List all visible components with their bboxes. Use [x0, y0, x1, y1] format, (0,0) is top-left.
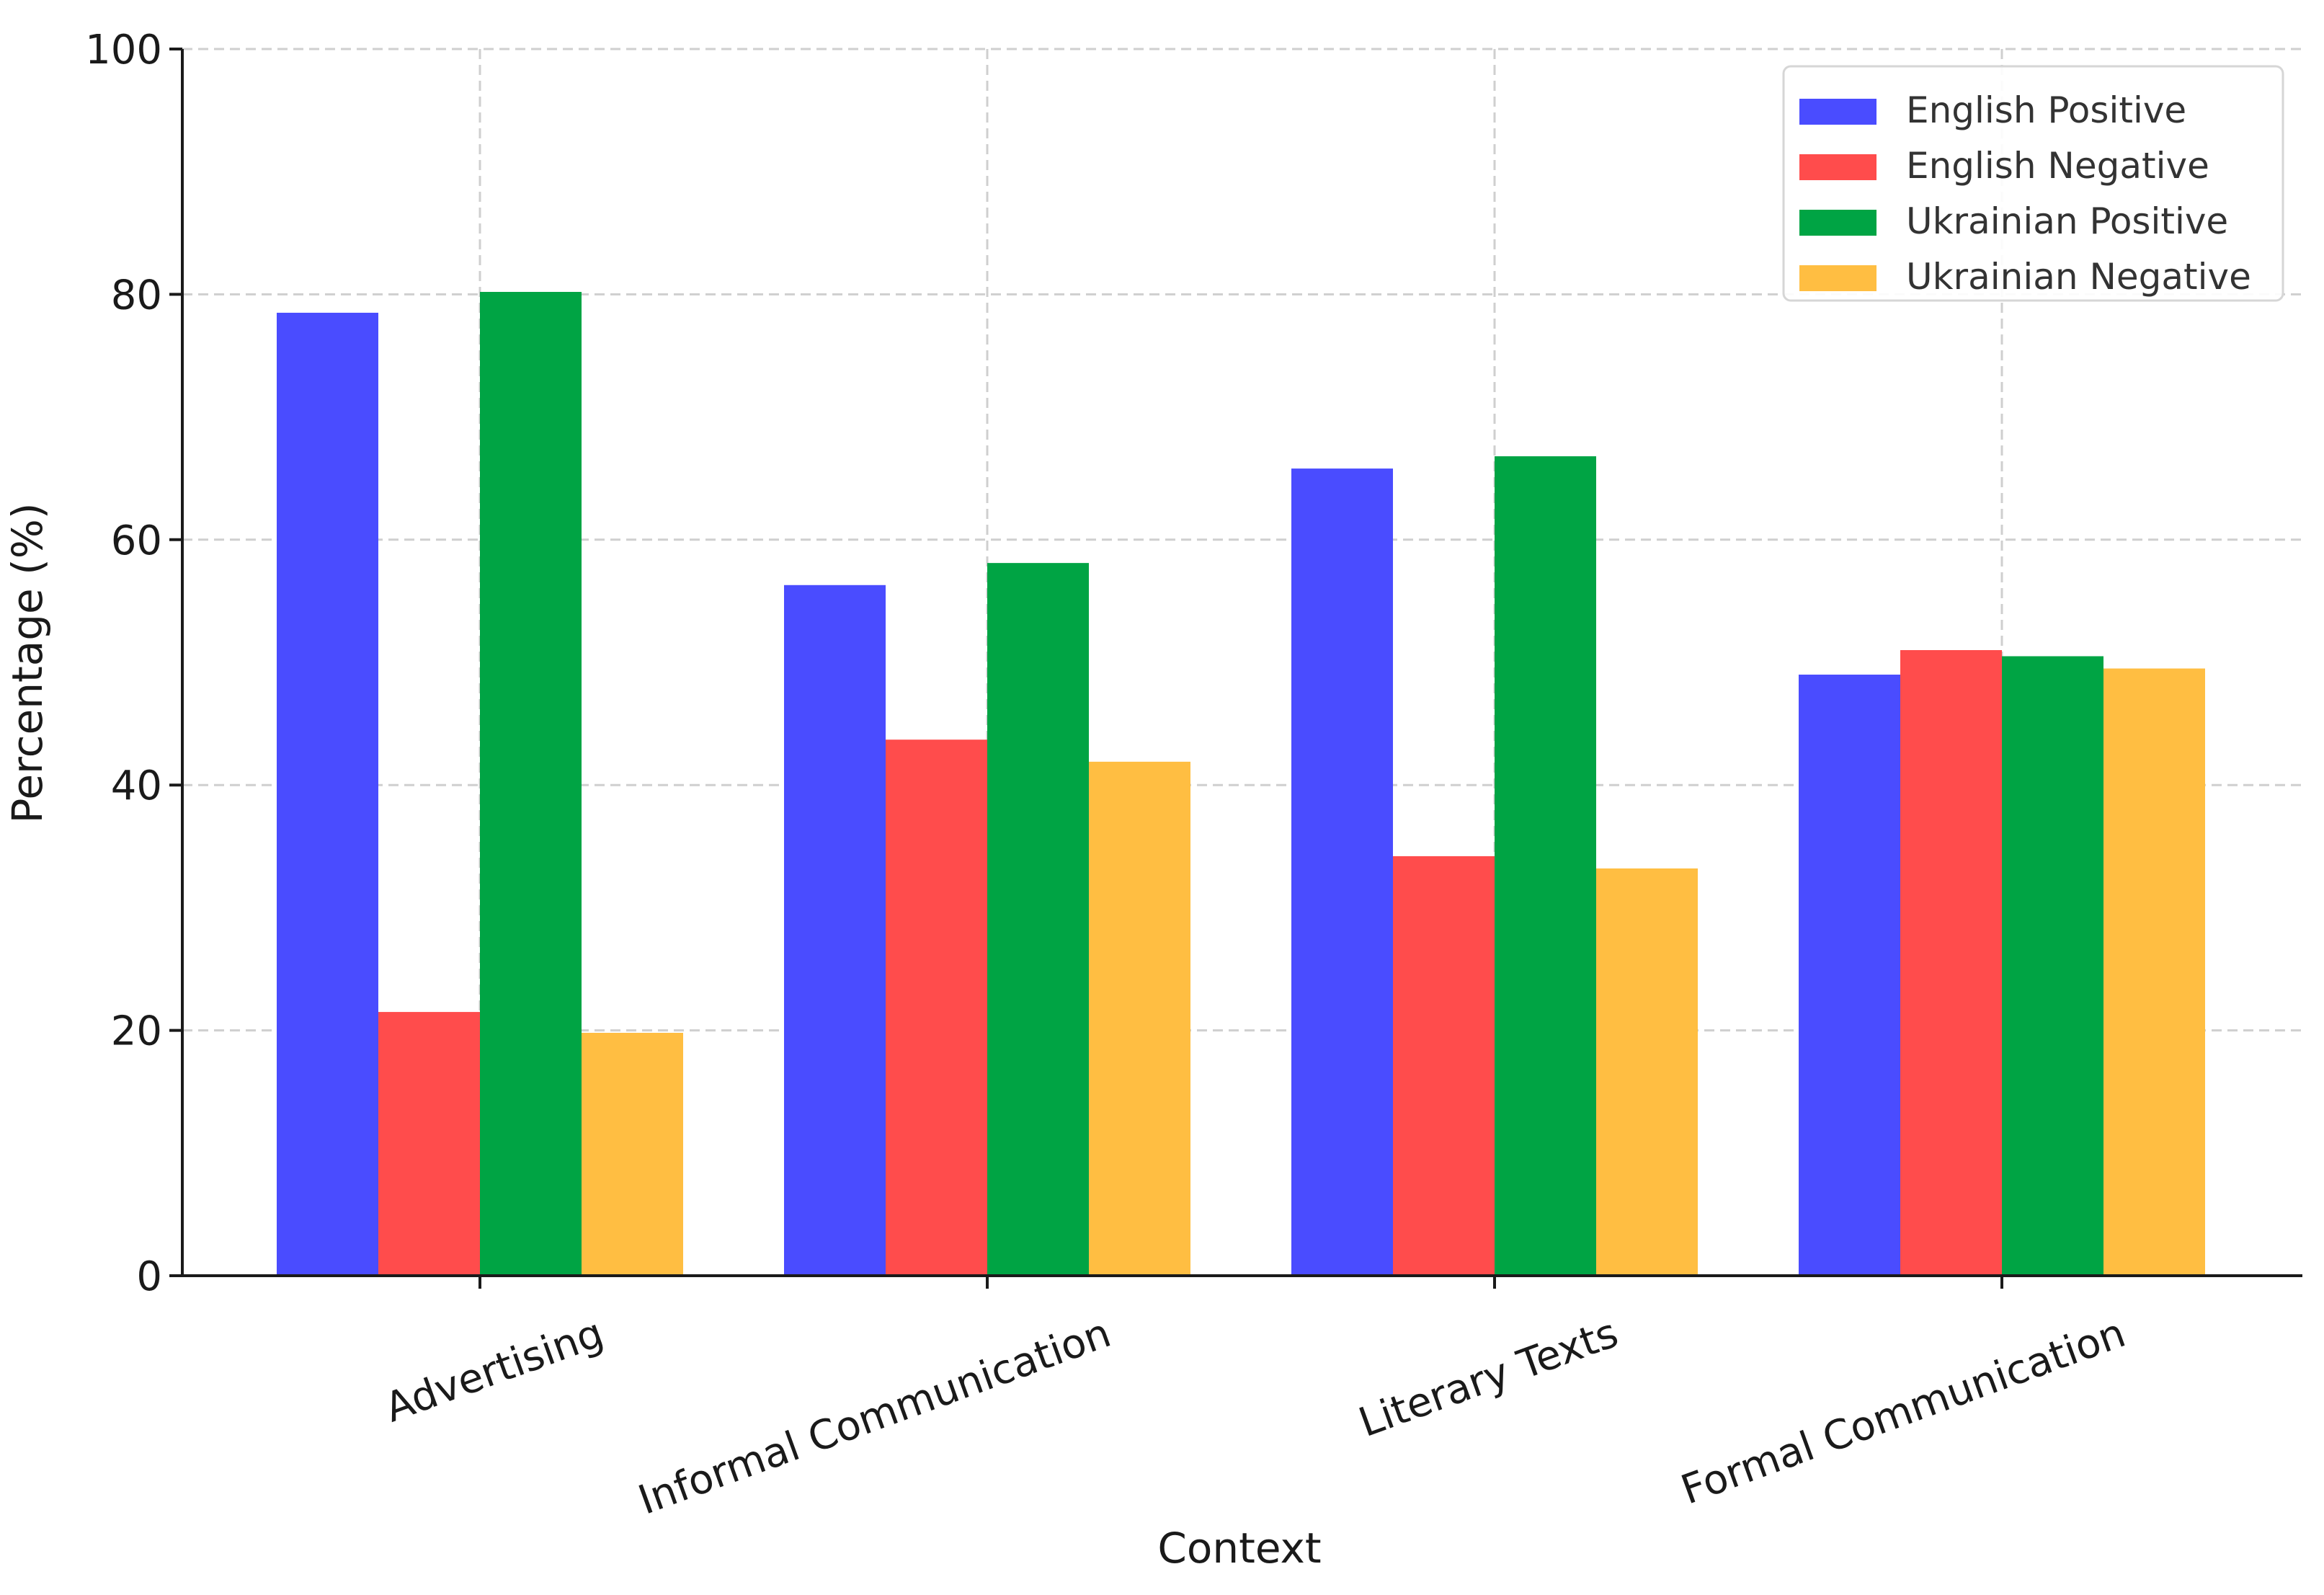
bar-english-positive: [277, 312, 378, 1276]
bar-english-positive: [1291, 468, 1393, 1276]
bar-ukrainian-positive: [480, 291, 582, 1276]
bar-ukrainian-positive: [1495, 456, 1596, 1276]
bar-ukrainian-negative: [1596, 868, 1698, 1276]
bar-ukrainian-negative: [2103, 668, 2205, 1276]
legend-swatch: [1799, 99, 1876, 125]
y-tick-label: 60: [111, 517, 162, 564]
x-tick-label: Literary Texts: [1353, 1310, 1624, 1447]
bar-english-negative: [886, 739, 987, 1276]
legend-swatch: [1799, 210, 1876, 236]
legend-label: Ukrainian Positive: [1906, 200, 2228, 242]
bar-ukrainian-positive: [2002, 656, 2103, 1276]
y-tick-label: 20: [111, 1008, 162, 1055]
legend-label: English Positive: [1906, 89, 2186, 131]
legend: English Positive English Negative Ukrainia…: [1782, 65, 2284, 302]
bar-english-positive: [1799, 675, 1900, 1276]
bars: [277, 291, 2205, 1276]
bar-english-positive: [784, 585, 886, 1276]
x-tick-label: Formal Communication: [1675, 1310, 2132, 1514]
y-tick-label: 80: [111, 272, 162, 319]
bar-english-negative: [1393, 856, 1495, 1276]
legend-swatch: [1799, 265, 1876, 291]
legend-label: Ukrainian Negative: [1906, 256, 2251, 298]
axes: [169, 48, 2302, 1289]
legend-swatch: [1799, 154, 1876, 180]
y-tick-label: 40: [111, 763, 162, 809]
bar-english-negative: [1900, 649, 2002, 1276]
bar-english-negative: [378, 1012, 480, 1276]
legend-label: English Negative: [1906, 145, 2209, 187]
bar-ukrainian-negative: [1089, 761, 1190, 1276]
y-tick-label: 0: [136, 1253, 162, 1300]
x-tick-label: Informal Communication: [633, 1310, 1117, 1524]
legend-frame: [1782, 65, 2284, 302]
y-tick-label: 100: [85, 27, 162, 74]
x-axis-label: Context: [1157, 1524, 1321, 1573]
y-axis-label: Percentage (%): [3, 502, 52, 823]
x-tick-label: Advertising: [379, 1310, 610, 1431]
bar-ukrainian-positive: [987, 563, 1089, 1276]
bar-ukrainian-negative: [582, 1033, 683, 1276]
